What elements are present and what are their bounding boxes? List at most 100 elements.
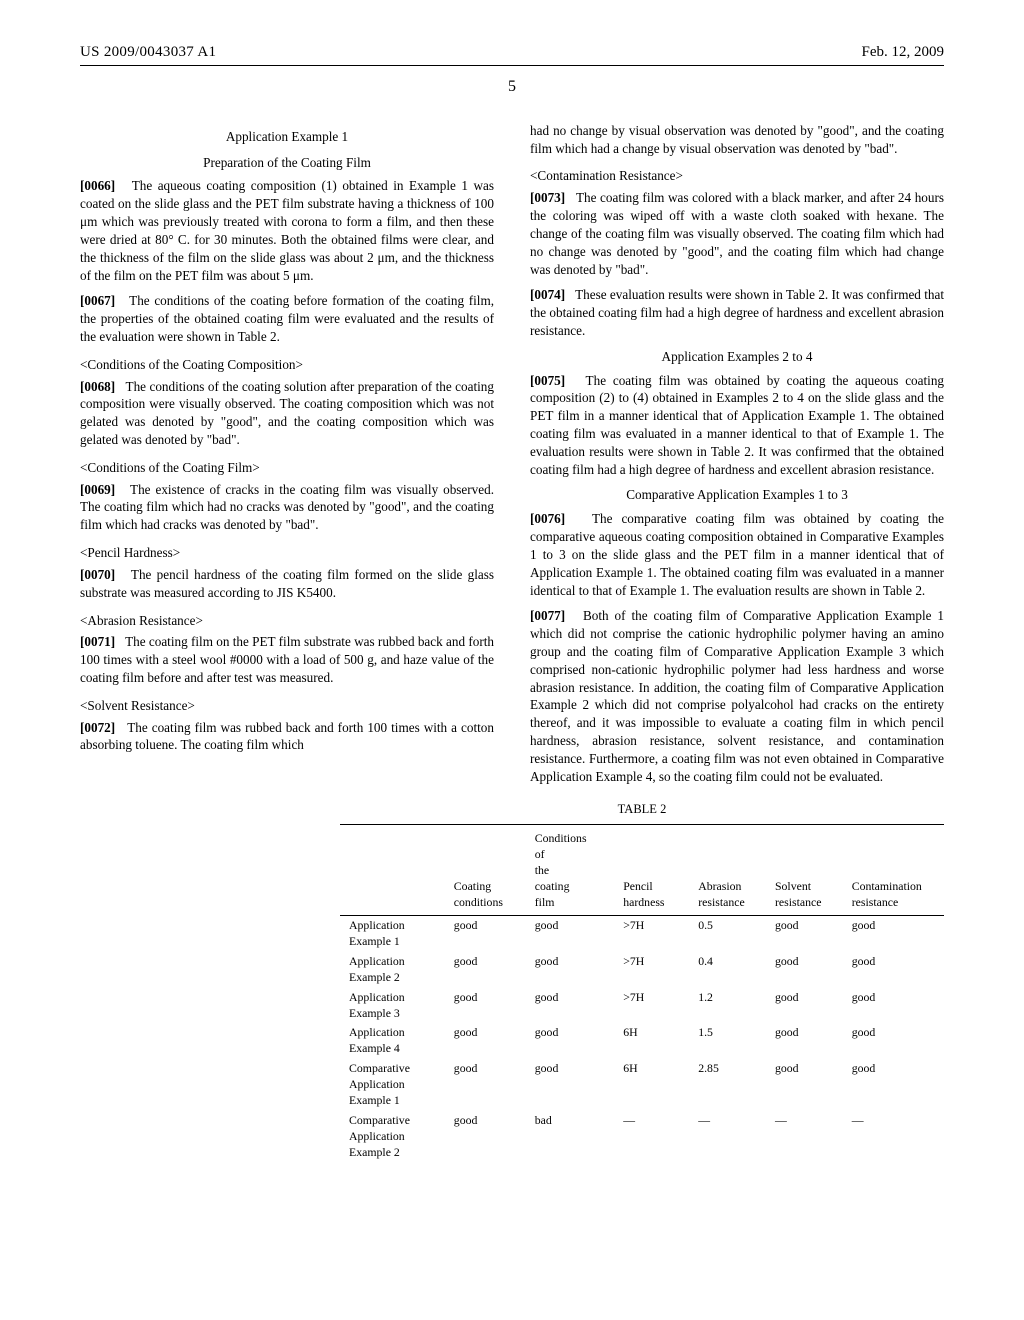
col-pencil: Pencilhardness — [614, 825, 689, 916]
para-num-0066: [0066] — [80, 178, 115, 193]
table-cell: good — [526, 1059, 614, 1111]
table-cell: good — [526, 988, 614, 1024]
paragraph-0076: [0076] The comparative coating film was … — [530, 510, 944, 599]
table-2-container: TABLE 2 Coatingconditions Conditionsofth… — [340, 801, 944, 1162]
para-text-0073: The coating film was colored with a blac… — [530, 190, 944, 276]
col-rowlabel — [340, 825, 445, 916]
table-cell: >7H — [614, 915, 689, 951]
publication-date: Feb. 12, 2009 — [862, 42, 945, 62]
paragraph-0071: [0071] The coating film on the PET film … — [80, 633, 494, 686]
table-cell: 6H — [614, 1023, 689, 1059]
left-column: Application Example 1 Preparation of the… — [80, 122, 494, 794]
table-cell: 6H — [614, 1059, 689, 1111]
table-cell: ComparativeApplicationExample 1 — [340, 1059, 445, 1111]
paragraph-0075: [0075] The coating film was obtained by … — [530, 372, 944, 479]
page-header: US 2009/0043037 A1 Feb. 12, 2009 — [80, 42, 944, 66]
table-2-caption: TABLE 2 — [340, 801, 944, 818]
paragraph-0072-continued: had no change by visual observation was … — [530, 122, 944, 158]
table-cell: good — [766, 988, 843, 1024]
table-header-row: Coatingconditions Conditionsofthecoating… — [340, 825, 944, 916]
heading-abrasion-resistance: <Abrasion Resistance> — [80, 612, 494, 630]
table-cell: 1.2 — [689, 988, 766, 1024]
table-cell: good — [445, 1023, 526, 1059]
table-cell: good — [843, 1023, 944, 1059]
patent-page: US 2009/0043037 A1 Feb. 12, 2009 5 Appli… — [0, 0, 1024, 1320]
paragraph-0077: [0077] Both of the coating film of Compa… — [530, 607, 944, 785]
table-cell: 0.5 — [689, 915, 766, 951]
table-cell: good — [445, 1111, 526, 1163]
para-text-0074: These evaluation results were shown in T… — [530, 287, 944, 338]
two-column-body: Application Example 1 Preparation of the… — [80, 122, 944, 794]
table-cell: ApplicationExample 1 — [340, 915, 445, 951]
table-cell: good — [526, 1023, 614, 1059]
table-row: ApplicationExample 1goodgood>7H0.5goodgo… — [340, 915, 944, 951]
para-num-0068: [0068] — [80, 379, 115, 394]
para-text-0077: Both of the coating film of Comparative … — [530, 608, 944, 783]
para-num-0077: [0077] — [530, 608, 565, 623]
col-film: Conditionsofthecoatingfilm — [526, 825, 614, 916]
para-num-0067: [0067] — [80, 293, 115, 308]
table-cell: good — [843, 1059, 944, 1111]
heading-pencil-hardness: <Pencil Hardness> — [80, 544, 494, 562]
table-cell: ComparativeApplicationExample 2 — [340, 1111, 445, 1163]
para-text-0068: The conditions of the coating solution a… — [80, 379, 494, 447]
table-cell: good — [445, 1059, 526, 1111]
para-text-0076: The comparative coating film was obtaine… — [530, 511, 944, 597]
table-cell: ApplicationExample 4 — [340, 1023, 445, 1059]
table-cell: 1.5 — [689, 1023, 766, 1059]
table-cell: good — [843, 915, 944, 951]
table-cell: ApplicationExample 2 — [340, 952, 445, 988]
col-solvent: Solventresistance — [766, 825, 843, 916]
table-row: ComparativeApplicationExample 2goodbad ——… — [340, 1111, 944, 1163]
para-text-0072: The coating film was rubbed back and for… — [80, 720, 494, 753]
table-cell: ApplicationExample 3 — [340, 988, 445, 1024]
table-cell: good — [526, 915, 614, 951]
table-cell: good — [766, 915, 843, 951]
table-row: ComparativeApplicationExample 1goodgood6… — [340, 1059, 944, 1111]
para-text-0067: The conditions of the coating before for… — [80, 293, 494, 344]
para-num-0072: [0072] — [80, 720, 115, 735]
col-contam: Contaminationresistance — [843, 825, 944, 916]
col-abrasion: Abrasionresistance — [689, 825, 766, 916]
paragraph-0067: [0067] The conditions of the coating bef… — [80, 292, 494, 345]
table-cell: 0.4 — [689, 952, 766, 988]
para-num-0075: [0075] — [530, 373, 565, 388]
heading-conditions-film: <Conditions of the Coating Film> — [80, 459, 494, 477]
paragraph-0069: [0069] The existence of cracks in the co… — [80, 481, 494, 534]
application-examples-2-4-title: Application Examples 2 to 4 — [530, 348, 944, 366]
table-cell: >7H — [614, 988, 689, 1024]
paragraph-0073: [0073] The coating film was colored with… — [530, 189, 944, 278]
right-column: had no change by visual observation was … — [530, 122, 944, 794]
table-row: ApplicationExample 2goodgood>7H0.4goodgo… — [340, 952, 944, 988]
publication-number: US 2009/0043037 A1 — [80, 42, 216, 62]
table-2-body: ApplicationExample 1goodgood>7H0.5goodgo… — [340, 915, 944, 1162]
table-cell: good — [766, 1023, 843, 1059]
table-2: Coatingconditions Conditionsofthecoating… — [340, 824, 944, 1163]
comparative-examples-1-3-title: Comparative Application Examples 1 to 3 — [530, 486, 944, 504]
table-cell: — — [689, 1111, 766, 1163]
table-cell: good — [526, 952, 614, 988]
paragraph-0072: [0072] The coating film was rubbed back … — [80, 719, 494, 755]
para-num-0071: [0071] — [80, 634, 115, 649]
heading-contamination-resistance: <Contamination Resistance> — [530, 167, 944, 185]
paragraph-0066: [0066] The aqueous coating composition (… — [80, 177, 494, 284]
table-cell: >7H — [614, 952, 689, 988]
para-num-0070: [0070] — [80, 567, 115, 582]
application-example-1-title: Application Example 1 — [80, 128, 494, 146]
heading-conditions-composition: <Conditions of the Coating Composition> — [80, 356, 494, 374]
table-row: ApplicationExample 3goodgood>7H1.2goodgo… — [340, 988, 944, 1024]
para-text-0069: The existence of cracks in the coating f… — [80, 482, 494, 533]
paragraph-0074: [0074] These evaluation results were sho… — [530, 286, 944, 339]
table-cell: good — [766, 952, 843, 988]
paragraph-0068: [0068] The conditions of the coating sol… — [80, 378, 494, 449]
para-num-0069: [0069] — [80, 482, 115, 497]
para-text-0066: The aqueous coating composition (1) obta… — [80, 178, 494, 282]
para-num-0073: [0073] — [530, 190, 565, 205]
table-cell: good — [445, 988, 526, 1024]
table-cell: — — [766, 1111, 843, 1163]
table-cell: bad — [526, 1111, 614, 1163]
heading-solvent-resistance: <Solvent Resistance> — [80, 697, 494, 715]
para-num-0076: [0076] — [530, 511, 565, 526]
table-cell: good — [843, 952, 944, 988]
table-cell: good — [843, 988, 944, 1024]
